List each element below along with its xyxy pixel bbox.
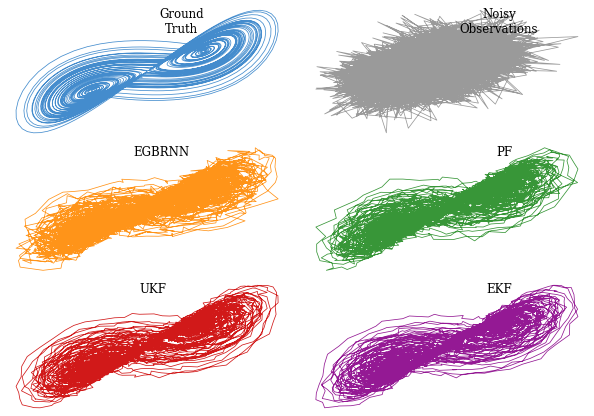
Text: UKF: UKF bbox=[140, 283, 166, 296]
Text: Ground
Truth: Ground Truth bbox=[159, 8, 204, 36]
Text: EGBRNN: EGBRNN bbox=[134, 146, 189, 158]
Text: EKF: EKF bbox=[486, 283, 511, 296]
Text: Noisy
Observations: Noisy Observations bbox=[460, 8, 538, 36]
Text: PF: PF bbox=[497, 146, 513, 158]
